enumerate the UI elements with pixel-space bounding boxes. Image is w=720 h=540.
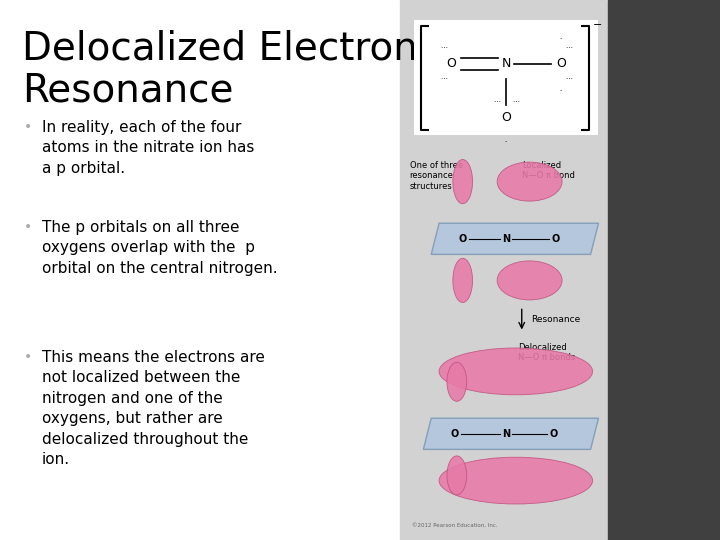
Text: ..: .. — [559, 87, 563, 92]
Text: N: N — [502, 234, 510, 244]
Text: O: O — [459, 234, 467, 244]
Ellipse shape — [439, 457, 593, 504]
Text: ⋯: ⋯ — [565, 45, 572, 51]
Text: •: • — [24, 350, 32, 364]
Text: •: • — [24, 120, 32, 134]
Polygon shape — [431, 223, 598, 254]
Text: ⋯: ⋯ — [512, 99, 519, 105]
Text: Localized
N—O π bond: Localized N—O π bond — [522, 161, 575, 180]
Text: N: N — [502, 429, 510, 439]
Text: ©2012 Pearson Education, Inc.: ©2012 Pearson Education, Inc. — [412, 522, 498, 528]
Text: Resonance: Resonance — [531, 315, 581, 324]
Text: O: O — [446, 57, 456, 70]
Ellipse shape — [453, 159, 472, 204]
Text: O: O — [501, 111, 511, 124]
Text: In reality, each of the four
atoms in the nitrate ion has
a p orbital.: In reality, each of the four atoms in th… — [42, 120, 254, 176]
Bar — [608, 0, 720, 540]
Text: ⋯: ⋯ — [493, 99, 500, 105]
Ellipse shape — [497, 162, 562, 201]
Text: One of three
resonance
structures: One of three resonance structures — [410, 161, 463, 191]
Polygon shape — [423, 418, 598, 449]
Text: −: − — [593, 21, 602, 30]
Text: O: O — [556, 57, 566, 70]
Text: O: O — [549, 429, 557, 439]
Text: ⋯: ⋯ — [440, 45, 447, 51]
Text: The p orbitals on all three
oxygens overlap with the  p
orbital on the central n: The p orbitals on all three oxygens over… — [42, 220, 278, 276]
Text: ⋯: ⋯ — [565, 77, 572, 83]
Ellipse shape — [447, 362, 467, 401]
Text: This means the electrons are
not localized between the
nitrogen and one of the
o: This means the electrons are not localiz… — [42, 350, 265, 467]
Ellipse shape — [439, 348, 593, 395]
Text: O: O — [551, 234, 559, 244]
Ellipse shape — [497, 261, 562, 300]
Ellipse shape — [453, 258, 472, 302]
Ellipse shape — [447, 456, 467, 495]
Text: Resonance: Resonance — [22, 72, 233, 110]
Bar — [0, 0, 400, 540]
Text: •: • — [24, 220, 32, 234]
Text: O: O — [451, 429, 459, 439]
Text: N: N — [501, 57, 510, 70]
FancyBboxPatch shape — [413, 21, 598, 135]
Bar — [400, 0, 608, 540]
Text: Delocalized
N—O π bonds: Delocalized N—O π bonds — [518, 343, 575, 362]
Text: Delocalized Electrons:: Delocalized Electrons: — [22, 30, 451, 68]
Text: ..: .. — [504, 138, 508, 144]
Text: ..: .. — [559, 36, 563, 40]
Text: ⋯: ⋯ — [440, 77, 447, 83]
